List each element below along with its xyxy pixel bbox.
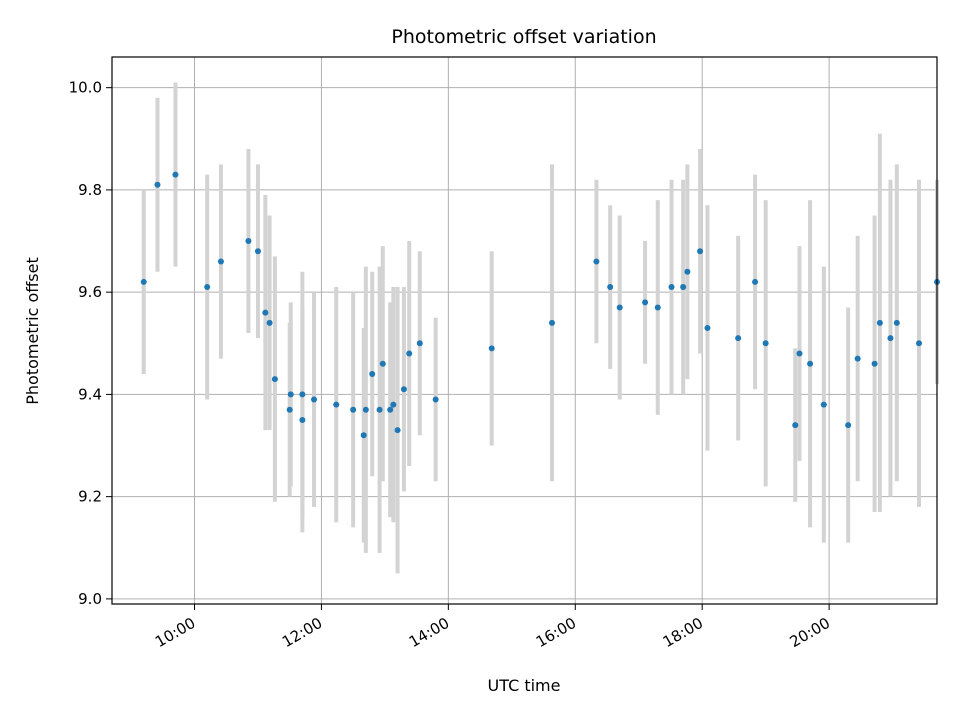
data-point bbox=[887, 335, 894, 342]
data-point bbox=[172, 171, 179, 178]
data-point bbox=[654, 304, 661, 311]
y-axis-ticks: 9.0 9.2 9.4 9.6 9.8 10.0 bbox=[69, 79, 112, 608]
data-point bbox=[616, 304, 623, 311]
data-point bbox=[217, 258, 224, 265]
y-tick-label: 9.4 bbox=[78, 385, 102, 403]
chart-title: Photometric offset variation bbox=[391, 26, 656, 48]
data-point bbox=[271, 376, 278, 383]
data-point bbox=[792, 422, 799, 429]
plot-frame bbox=[111, 56, 938, 605]
y-tick-label: 9.8 bbox=[78, 181, 102, 199]
data-point bbox=[406, 350, 413, 357]
data-point bbox=[432, 396, 439, 403]
y-tick-label: 9.2 bbox=[78, 488, 102, 506]
data-point bbox=[762, 340, 769, 347]
data-point bbox=[593, 258, 600, 265]
data-point bbox=[400, 386, 407, 393]
data-point bbox=[204, 284, 211, 291]
data-point bbox=[893, 319, 900, 326]
data-point bbox=[416, 340, 423, 347]
data-point bbox=[488, 345, 495, 352]
data-point bbox=[245, 238, 252, 245]
data-point bbox=[311, 396, 318, 403]
data-point bbox=[642, 299, 649, 306]
data-point bbox=[299, 391, 306, 398]
y-tick-label: 10.0 bbox=[69, 79, 102, 97]
data-point bbox=[394, 427, 401, 434]
data-point bbox=[807, 360, 814, 367]
data-points bbox=[140, 171, 940, 439]
y-tick-label: 9.0 bbox=[78, 590, 102, 608]
data-point bbox=[668, 284, 675, 291]
y-axis-label: Photometric offset bbox=[23, 257, 42, 405]
data-point bbox=[369, 370, 376, 377]
data-point bbox=[390, 401, 397, 408]
data-point bbox=[140, 278, 147, 285]
data-point bbox=[549, 319, 555, 326]
data-point bbox=[854, 355, 861, 362]
data-point bbox=[254, 248, 261, 255]
data-point bbox=[820, 401, 827, 408]
data-point bbox=[287, 391, 294, 398]
data-point bbox=[752, 278, 759, 285]
data-point bbox=[607, 284, 614, 291]
data-point bbox=[333, 401, 340, 408]
data-point bbox=[362, 406, 369, 413]
data-point bbox=[845, 422, 852, 429]
x-axis-label: UTC time bbox=[488, 676, 561, 695]
data-point bbox=[916, 340, 923, 347]
data-point bbox=[871, 360, 878, 367]
data-point bbox=[350, 406, 357, 413]
data-point bbox=[876, 319, 883, 326]
data-point bbox=[387, 406, 394, 413]
data-point bbox=[360, 432, 367, 439]
data-point bbox=[684, 268, 691, 275]
data-point bbox=[379, 360, 386, 367]
data-point bbox=[154, 181, 161, 188]
data-point bbox=[376, 406, 383, 413]
data-point bbox=[286, 406, 293, 413]
data-point bbox=[266, 319, 273, 326]
data-point bbox=[680, 284, 687, 291]
data-point bbox=[697, 248, 704, 255]
data-point bbox=[735, 335, 742, 342]
data-point bbox=[704, 324, 711, 331]
data-point bbox=[796, 350, 803, 357]
data-point bbox=[299, 416, 306, 423]
y-tick-label: 9.6 bbox=[78, 283, 102, 301]
data-point bbox=[262, 309, 269, 316]
